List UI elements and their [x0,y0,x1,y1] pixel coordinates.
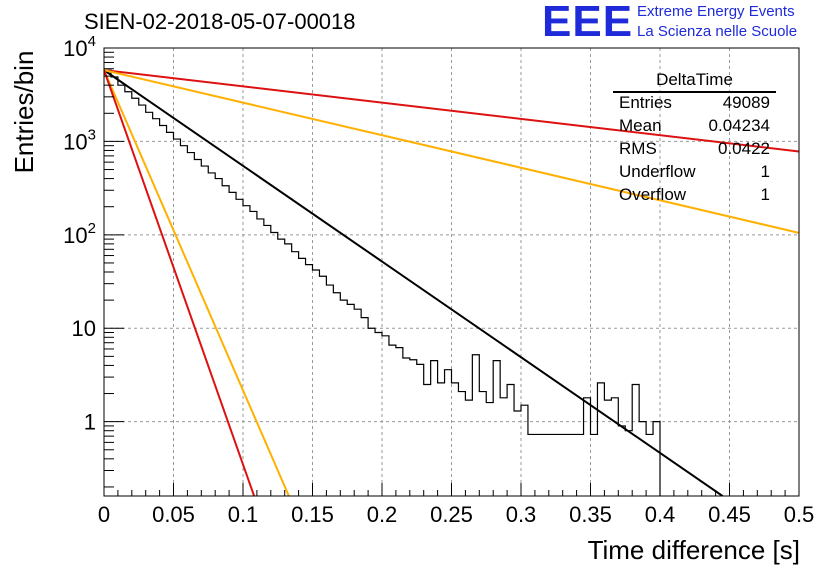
axis-ticks [103,47,800,496]
stats-value: 1 [760,185,770,204]
fit-line [104,69,290,496]
page-title: SIEN-02-2018-05-07-00018 [84,9,356,34]
stats-value: 49089 [722,93,770,112]
x-tick-label: 0.5 [784,502,815,527]
stats-key: Underflow [619,162,696,181]
x-axis-label: Time difference [s] [588,535,800,565]
grid-lines [104,48,799,496]
stats-row-overflow: Overflow 1 [619,185,770,207]
x-tick-label: 0.1 [228,502,259,527]
y-axis-label: Entries/bin [9,51,39,174]
y-tick-label: 104 [63,33,96,61]
stats-value: 0.0422 [718,139,770,158]
axis-tick-labels: 0 0.05 0.1 0.15 0.2 0.25 0.3 0.35 0.4 0.45 0.5 1 10 1… [63,33,814,527]
x-tick-label: 0.4 [645,502,676,527]
y-tick-label: 10 [72,316,96,341]
stats-divider [613,91,776,93]
x-tick-label: 0.15 [291,502,334,527]
eee-logo-mark: EEE [542,0,634,46]
stats-key: RMS [619,139,657,158]
stats-key: Overflow [619,185,687,204]
y-tick-label: 103 [63,126,96,154]
x-tick-label: 0 [98,502,110,527]
y-tick-label: 102 [63,220,96,248]
stats-title: DeltaTime [656,70,733,89]
x-tick-label: 0.35 [569,502,612,527]
fit-line [104,69,799,153]
plot-marks [104,69,799,496]
stats-row-entries: Entries 49089 [619,93,770,115]
x-tick-label: 0.45 [708,502,751,527]
x-tick-label: 0.25 [430,502,473,527]
stats-value: 1 [760,162,770,181]
eee-logo-line2: La Scienza nelle Scuole [637,23,798,40]
stats-row-mean: Mean 0.04234 [619,116,770,138]
eee-logo-line1: Extreme Energy Events [637,3,795,20]
fit-line [104,69,799,234]
stats-row-underflow: Underflow 1 [619,162,770,184]
stats-row-rms: RMS 0.0422 [619,139,770,161]
stats-key: Entries [619,93,672,112]
y-tick-label: 1 [84,410,96,435]
x-tick-label: 0.2 [367,502,398,527]
stats-box: DeltaTime Entries 49089 Mean 0.04234 RMS… [613,70,776,208]
x-tick-label: 0.05 [152,502,195,527]
x-tick-label: 0.3 [506,502,537,527]
fit-line [104,69,724,496]
stats-key: Mean [619,116,662,135]
fit-line [104,69,256,496]
histogram-series [104,69,661,496]
stats-value: 0.04234 [708,116,770,135]
